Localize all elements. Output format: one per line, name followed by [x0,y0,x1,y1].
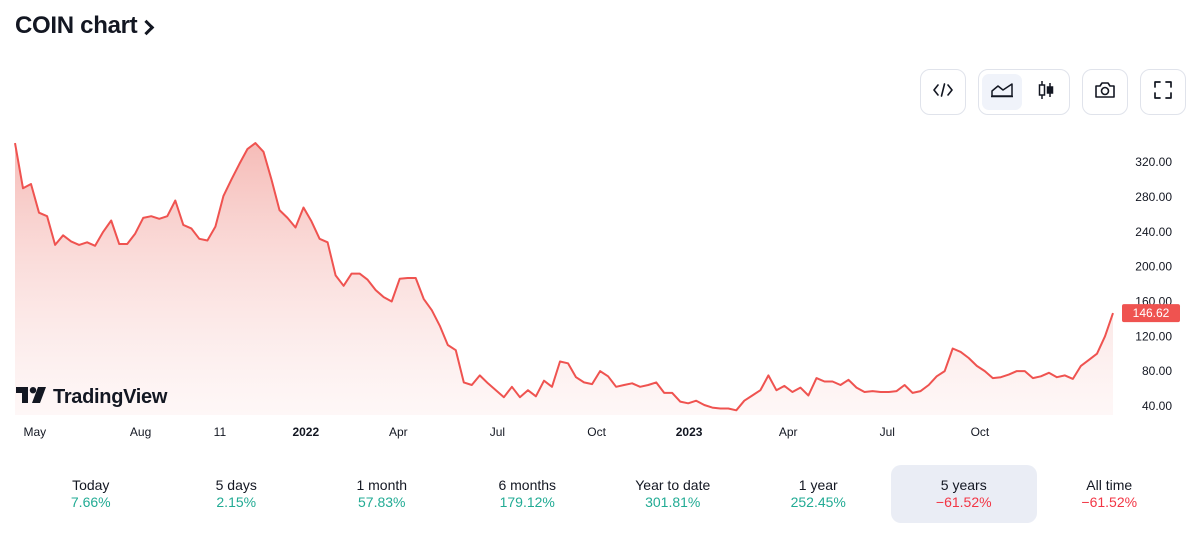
period-label: Year to date [635,477,711,493]
period-button[interactable]: All time −61.52% [1037,465,1183,523]
period-change-value: 301.81% [645,494,701,510]
period-label: 1 month [356,477,408,493]
period-label: All time [1086,477,1133,493]
x-tick-label: Aug [130,425,151,439]
period-label: 1 year [798,477,838,493]
last-price-tag: 146.62 [1122,304,1180,323]
x-tick-label: Jul [880,425,895,439]
period-button[interactable]: 1 year 252.45% [746,465,892,523]
period-button[interactable]: 5 years −61.52% [891,465,1037,523]
period-change-value: −61.52% [1081,494,1138,510]
x-tick-label: Apr [779,425,798,439]
x-tick-label: Apr [389,425,408,439]
code-icon [933,82,953,102]
price-area-fill [15,143,1113,415]
snapshot-button[interactable] [1082,69,1128,115]
x-tick-label: May [23,425,46,439]
period-button[interactable]: 1 month 57.83% [309,465,455,523]
tradingview-logo-icon [16,387,46,408]
period-change-value: 57.83% [358,494,406,510]
x-tick-label: Oct [971,425,990,439]
y-tick-label: 200.00 [1135,260,1172,274]
period-label: 5 years [940,477,987,493]
period-button[interactable]: 5 days 2.15% [164,465,310,523]
chart-title-link[interactable]: COIN chart [15,12,155,40]
embed-button[interactable] [920,69,966,115]
y-tick-label: 40.00 [1142,399,1172,413]
period-change-value: 7.66% [70,494,111,510]
period-button[interactable]: 6 months 179.12% [455,465,601,523]
price-chart[interactable]: 320.00280.00240.00200.00160.00120.0080.0… [0,125,1200,445]
candlestick-icon [1037,80,1055,105]
tradingview-logo[interactable]: TradingView [16,386,167,409]
x-tick-label: 2022 [292,425,319,439]
y-tick-label: 80.00 [1142,364,1172,378]
fullscreen-button[interactable] [1140,69,1186,115]
x-tick-label: 11 [214,425,227,439]
chart-style-toggle [978,69,1070,115]
area-chart-icon [990,82,1014,103]
x-tick-label: 2023 [676,425,703,439]
y-tick-label: 240.00 [1135,225,1172,239]
price-line [14,142,1114,412]
candlestick-button[interactable] [1026,74,1066,110]
camera-icon [1094,81,1116,104]
period-change-value: 179.12% [499,494,555,510]
period-button[interactable]: Year to date 301.81% [600,465,746,523]
period-change-value: 2.15% [216,494,257,510]
period-performance-bar: Today 7.66% 5 days 2.15% 1 month 57.83% 6 mont… [18,465,1182,523]
period-label: 5 days [215,477,257,493]
page-title: COIN chart [15,12,138,39]
area-chart-button[interactable] [982,74,1022,110]
fullscreen-icon [1153,80,1173,105]
y-tick-label: 120.00 [1135,329,1172,343]
period-change-value: 252.45% [790,494,846,510]
period-label: Today [72,477,110,493]
y-tick-label: 280.00 [1135,190,1172,204]
y-tick-label: 320.00 [1135,155,1172,169]
x-tick-label: Oct [587,425,606,439]
x-tick-label: Jul [490,425,505,439]
chevron-right-icon [139,19,155,36]
period-label: 6 months [498,477,557,493]
last-price-label: 146.62 [1133,306,1170,320]
tradingview-logo-text: TradingView [53,386,168,408]
period-button[interactable]: Today 7.66% [18,465,164,523]
period-change-value: −61.52% [935,494,992,510]
